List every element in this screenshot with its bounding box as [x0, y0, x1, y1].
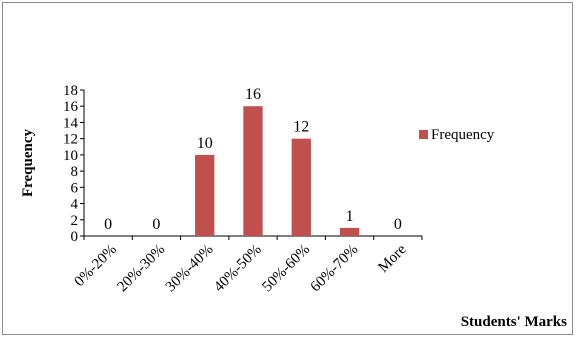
x-category-label-6: More	[375, 241, 410, 276]
y-tick-label: 16	[63, 99, 79, 115]
bar-4	[291, 138, 311, 236]
x-tick-group	[83, 236, 423, 240]
y-tick-label: 2	[71, 213, 79, 229]
x-category-label-0: 0%-20%	[72, 242, 120, 290]
y-tick-label: 18	[63, 83, 78, 99]
y-tick-label: 0	[71, 229, 79, 245]
data-label-5: 1	[346, 208, 354, 225]
x-category-label-5: 60%-70%	[308, 242, 362, 296]
bar-group	[195, 106, 360, 236]
bar-3	[243, 106, 263, 236]
legend-swatch	[419, 130, 428, 139]
y-tick-label: 10	[63, 148, 78, 164]
y-tick-label: 8	[71, 164, 79, 180]
bar-5	[339, 227, 360, 236]
chart-frame	[2, 2, 573, 335]
x-category-label-3: 40%-50%	[211, 242, 265, 296]
x-category-label-2: 30%-40%	[163, 242, 217, 296]
x-category-label-4: 50%-60%	[259, 242, 313, 296]
y-tick-label: 6	[71, 180, 79, 196]
y-tick-label: 12	[63, 132, 78, 148]
x-category-label-1: 20%-30%	[115, 242, 169, 296]
bar-2	[195, 154, 215, 236]
y-axis-title: Frequency	[20, 128, 36, 197]
data-label-4: 12	[293, 119, 309, 136]
legend-label: Frequency	[431, 127, 495, 143]
data-label-0: 0	[104, 216, 112, 233]
x-label-group: 0%-20%20%-30%30%-40%40%-50%50%-60%60%-70…	[72, 241, 410, 295]
y-tick-label: 4	[71, 197, 79, 213]
data-label-1: 0	[152, 216, 160, 233]
x-axis-title: Students' Marks	[461, 314, 567, 330]
data-label-2: 10	[197, 135, 213, 152]
data-label-6: 0	[394, 216, 402, 233]
data-label-3: 16	[245, 86, 261, 103]
y-tick-label: 14	[63, 115, 79, 131]
